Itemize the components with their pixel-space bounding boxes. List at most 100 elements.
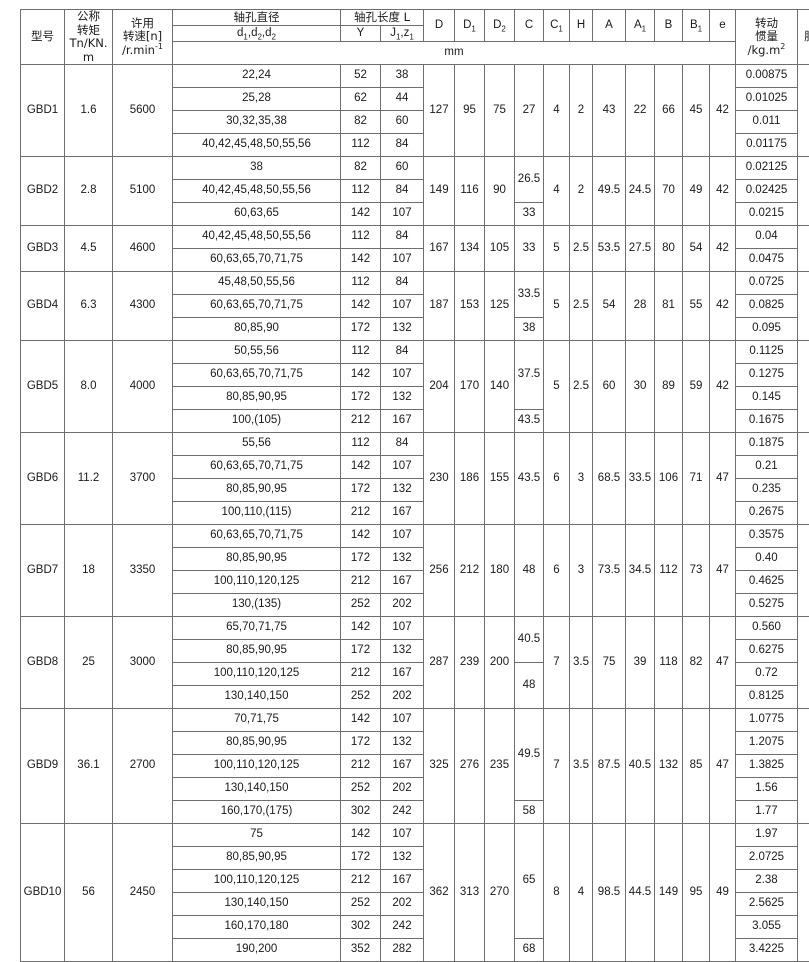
th-torque-l4: m: [65, 51, 112, 65]
cell-bore-length-J1z1: 167: [381, 571, 424, 594]
cell-D2: 180: [485, 525, 515, 617]
cell-bore-length-J1z1: 202: [381, 686, 424, 709]
cell-D1: 186: [455, 433, 485, 525]
cell-inertia: 2.5625: [736, 893, 798, 916]
cell-B: 132: [655, 709, 683, 824]
cell-A: 68.5: [593, 433, 626, 525]
th-grease-l2: 脂用量: [798, 30, 809, 44]
cell-A1: 22: [626, 65, 655, 157]
cell-bore-diameter: 70,71,75: [173, 709, 341, 732]
cell-bore-length-J1z1: 132: [381, 847, 424, 870]
cell-inertia: 0.2675: [736, 502, 798, 525]
th-grease-l3: /mL: [798, 44, 809, 58]
cell-inertia: 0.1275: [736, 364, 798, 387]
cell-torque: 1.6: [65, 65, 113, 157]
cell-A1: 34.5: [626, 525, 655, 617]
cell-bore-length-Y: 142: [341, 617, 381, 640]
cell-inertia: 0.011: [736, 111, 798, 134]
cell-D: 204: [424, 341, 455, 433]
cell-H: 2: [570, 157, 593, 226]
th-speed-l1: 许用: [113, 17, 172, 31]
cell-grease: 465: [798, 433, 809, 525]
cell-H: 3: [570, 433, 593, 525]
cell-bore-diameter: 40,42,45,48,50,55,56: [173, 226, 341, 249]
cell-torque: 18: [65, 525, 113, 617]
cell-H: 2: [570, 65, 593, 157]
cell-bore-diameter: 60,63,65,70,71,75: [173, 525, 341, 548]
cell-bore-length-Y: 112: [341, 226, 381, 249]
cell-bore-diameter: 80,85,90,95: [173, 387, 341, 410]
cell-bore-length-Y: 142: [341, 364, 381, 387]
cell-inertia: 0.3575: [736, 525, 798, 548]
cell-C: 26.5: [515, 157, 544, 203]
cell-model: GBD6: [21, 433, 65, 525]
cell-e: 47: [710, 709, 736, 824]
cell-inertia: 0.02425: [736, 180, 798, 203]
cell-bore-diameter: 100,110,120,125: [173, 870, 341, 893]
cell-bore-diameter: 60,63,65,70,71,75: [173, 456, 341, 479]
cell-A1: 39: [626, 617, 655, 709]
cell-bore-diameter: 100,110,120,125: [173, 755, 341, 778]
cell-A: 87.5: [593, 709, 626, 824]
cell-C1: 7: [544, 617, 570, 709]
cell-C: 43.5: [515, 410, 544, 433]
cell-B: 70: [655, 157, 683, 226]
th-torque-l3: Tn/KN.: [65, 37, 112, 51]
cell-B: 149: [655, 824, 683, 962]
cell-speed: 2700: [113, 709, 173, 824]
cell-model: GBD1: [21, 65, 65, 157]
cell-C1: 5: [544, 272, 570, 341]
th-speed: 许用 转速[n] /r.min-1: [113, 10, 173, 65]
cell-bore-length-J1z1: 202: [381, 778, 424, 801]
cell-speed: 5100: [113, 157, 173, 226]
cell-model: GBD7: [21, 525, 65, 617]
cell-e: 49: [710, 824, 736, 962]
cell-grease: 956: [798, 709, 809, 824]
cell-H: 2.5: [570, 226, 593, 272]
cell-e: 42: [710, 341, 736, 433]
th-grease: 润滑 脂用量 /mL: [798, 10, 809, 65]
cell-B1: 55: [683, 272, 710, 341]
cell-bore-length-J1z1: 84: [381, 226, 424, 249]
cell-C1: 6: [544, 525, 570, 617]
cell-inertia: 1.77: [736, 801, 798, 824]
cell-B1: 71: [683, 433, 710, 525]
cell-bore-length-Y: 172: [341, 548, 381, 571]
cell-inertia: 3.055: [736, 916, 798, 939]
th-D1: D1: [455, 10, 485, 42]
cell-inertia: 0.0475: [736, 249, 798, 272]
cell-C: 33: [515, 226, 544, 272]
specification-table: 型号 公称 转矩 Tn/KN. m 许用 转速[n] /r.min-1 轴孔直径…: [20, 9, 809, 962]
cell-e: 42: [710, 272, 736, 341]
cell-D2: 90: [485, 157, 515, 226]
cell-torque: 11.2: [65, 433, 113, 525]
cell-B1: 85: [683, 709, 710, 824]
cell-bore-length-Y: 172: [341, 387, 381, 410]
cell-bore-length-J1z1: 60: [381, 111, 424, 134]
cell-D: 187: [424, 272, 455, 341]
cell-inertia: 0.5275: [736, 594, 798, 617]
cell-C: 48: [515, 663, 544, 709]
cell-inertia: 0.21: [736, 456, 798, 479]
units-row: mm: [173, 42, 736, 65]
cell-bore-length-J1z1: 167: [381, 755, 424, 778]
cell-A: 54: [593, 272, 626, 341]
cell-bore-diameter: 130,(135): [173, 594, 341, 617]
cell-D2: 140: [485, 341, 515, 433]
cell-e: 42: [710, 226, 736, 272]
cell-bore-length-J1z1: 107: [381, 525, 424, 548]
cell-bore-length-J1z1: 132: [381, 548, 424, 571]
cell-bore-length-Y: 82: [341, 111, 381, 134]
cell-inertia: 0.40: [736, 548, 798, 571]
cell-bore-diameter: 80,85,90,95: [173, 479, 341, 502]
spec-sheet: 型号 公称 转矩 Tn/KN. m 许用 转速[n] /r.min-1 轴孔直径…: [0, 0, 809, 809]
cell-speed: 3000: [113, 617, 173, 709]
cell-bore-length-J1z1: 132: [381, 479, 424, 502]
cell-bore-length-J1z1: 38: [381, 65, 424, 88]
cell-bore-diameter: 60,63,65,70,71,75: [173, 295, 341, 318]
cell-bore-length-Y: 112: [341, 134, 381, 157]
cell-D: 127: [424, 65, 455, 157]
cell-bore-length-J1z1: 282: [381, 939, 424, 962]
